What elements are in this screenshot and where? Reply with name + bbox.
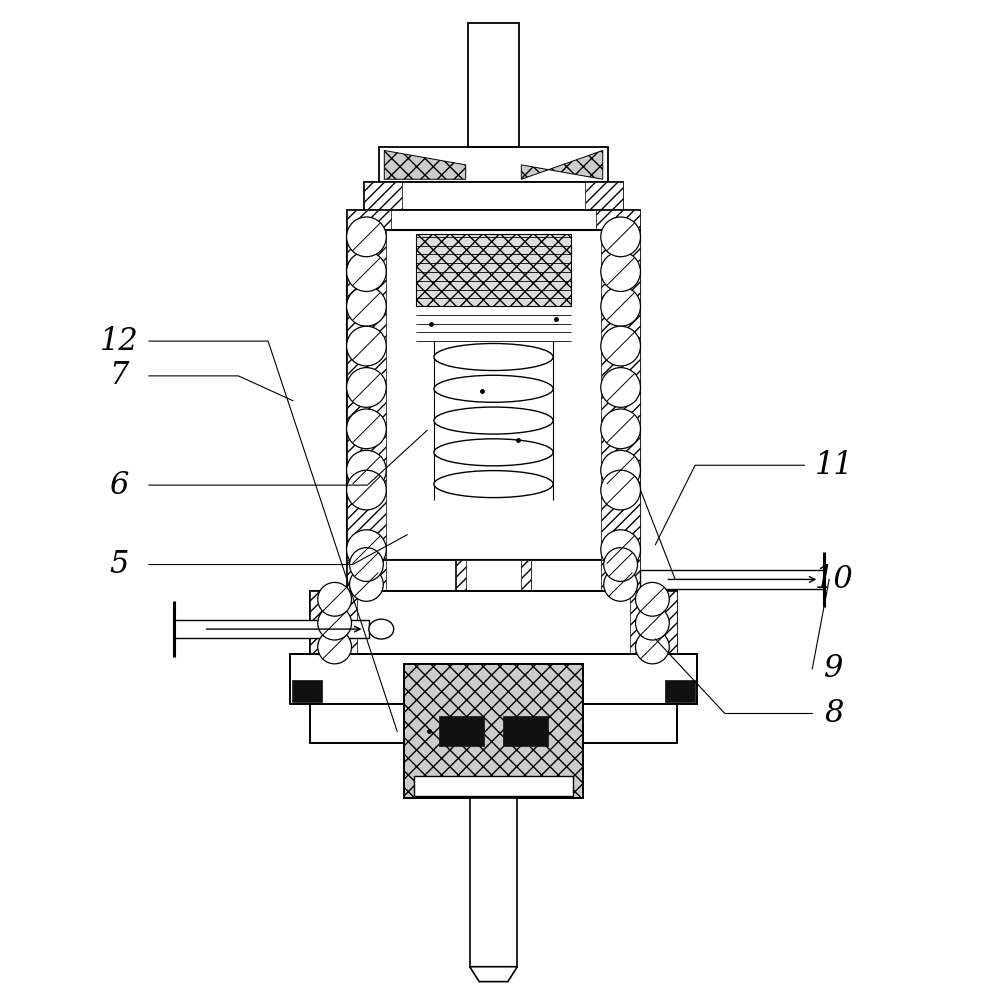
Circle shape	[350, 568, 383, 601]
Bar	[347, 560, 386, 591]
Bar	[665, 680, 695, 702]
Text: 12: 12	[99, 326, 139, 357]
Bar	[347, 210, 640, 230]
Text: 9: 9	[824, 653, 844, 684]
Circle shape	[604, 568, 638, 601]
Circle shape	[347, 217, 386, 257]
Polygon shape	[470, 967, 517, 982]
Circle shape	[318, 630, 352, 664]
Bar	[503, 716, 548, 746]
Circle shape	[347, 287, 386, 326]
Circle shape	[347, 470, 386, 510]
Bar	[310, 704, 677, 743]
Circle shape	[636, 582, 669, 616]
Bar	[585, 182, 623, 210]
Circle shape	[601, 326, 640, 366]
Circle shape	[347, 326, 386, 366]
Bar	[310, 591, 357, 654]
Bar	[364, 182, 402, 210]
Circle shape	[601, 252, 640, 291]
Circle shape	[601, 530, 640, 570]
Bar	[379, 147, 608, 182]
Circle shape	[601, 470, 640, 510]
Text: 11: 11	[814, 450, 854, 481]
Bar	[292, 680, 322, 702]
Polygon shape	[521, 150, 603, 179]
Ellipse shape	[369, 619, 393, 639]
Circle shape	[347, 409, 386, 449]
Text: 5: 5	[109, 549, 129, 580]
Bar	[310, 591, 677, 654]
Bar	[414, 776, 573, 796]
Bar	[347, 230, 640, 560]
Text: 10: 10	[814, 564, 854, 595]
Bar	[347, 560, 640, 591]
Ellipse shape	[434, 407, 553, 434]
Circle shape	[604, 548, 638, 581]
Bar	[470, 798, 517, 967]
Polygon shape	[384, 150, 466, 179]
Bar	[290, 654, 697, 704]
Bar	[416, 234, 571, 306]
Bar	[601, 230, 640, 560]
Bar	[347, 210, 391, 230]
Ellipse shape	[434, 439, 553, 466]
Bar	[456, 560, 531, 659]
Circle shape	[636, 606, 669, 640]
Circle shape	[347, 450, 386, 490]
Ellipse shape	[434, 471, 553, 498]
Text: 6: 6	[109, 470, 129, 501]
Bar	[439, 716, 484, 746]
Bar	[347, 230, 386, 560]
Bar	[640, 570, 824, 589]
Circle shape	[601, 217, 640, 257]
Circle shape	[350, 548, 383, 581]
Bar	[468, 23, 519, 147]
Bar	[596, 210, 640, 230]
Circle shape	[318, 582, 352, 616]
Bar	[601, 560, 640, 591]
Circle shape	[601, 287, 640, 326]
Bar	[404, 664, 583, 798]
Circle shape	[347, 368, 386, 407]
Circle shape	[347, 252, 386, 291]
Bar	[630, 591, 677, 654]
Bar	[364, 182, 623, 210]
Bar	[174, 620, 369, 638]
Bar	[404, 664, 583, 798]
Ellipse shape	[434, 375, 553, 402]
Bar	[456, 560, 466, 659]
Circle shape	[347, 530, 386, 570]
Circle shape	[636, 630, 669, 664]
Text: 7: 7	[109, 360, 129, 391]
Bar	[521, 560, 531, 659]
Ellipse shape	[434, 344, 553, 371]
Text: 8: 8	[824, 698, 844, 729]
Circle shape	[601, 450, 640, 490]
Circle shape	[601, 368, 640, 407]
Circle shape	[318, 606, 352, 640]
Circle shape	[601, 409, 640, 449]
